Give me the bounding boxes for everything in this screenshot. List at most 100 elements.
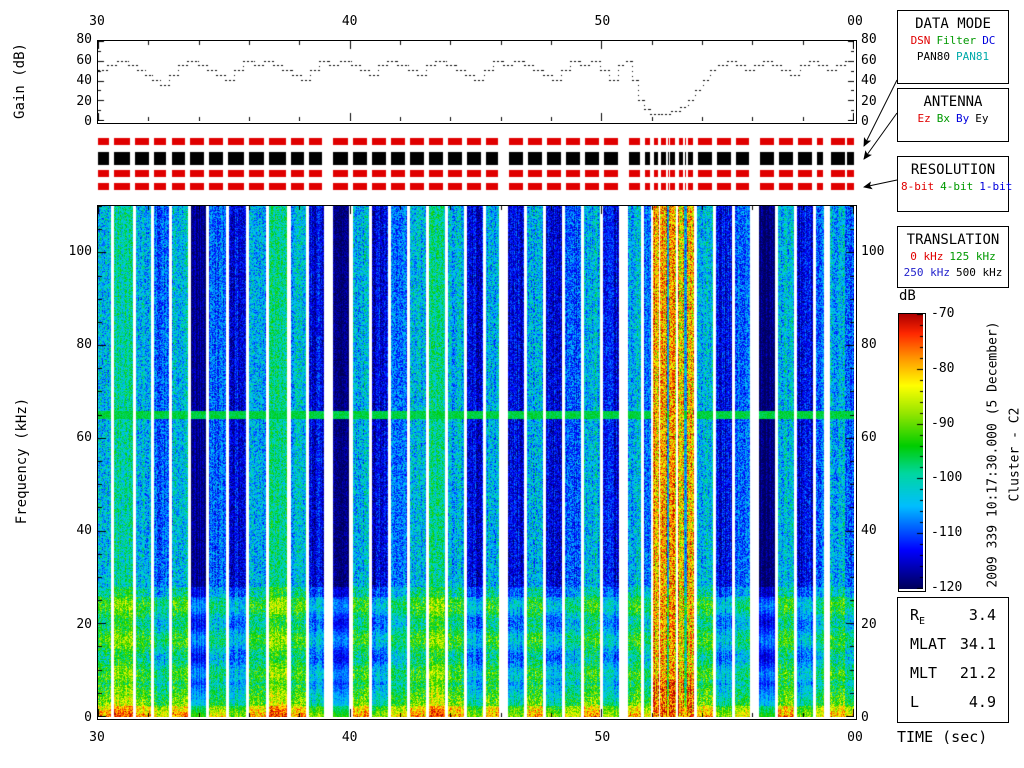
mode-token: DC [982, 34, 996, 47]
colored-label-row: 0 kHz 125 kHz [898, 249, 1008, 265]
tick-label: 40 [76, 523, 92, 539]
mode-bars-strip [97, 136, 855, 194]
translation-values: 0 kHz 125 kHz 250 kHz 500 kHz [898, 249, 1008, 281]
data-mode-values: DSN Filter DC PAN80 PAN81 [898, 33, 1008, 65]
ephemeris-box: RE 3.4 MLAT 34.1 MLT 21.2 L 4.9 [897, 597, 1009, 723]
colored-label-row: 8-bit 4-bit 1-bit [898, 179, 1012, 195]
translation-box: TRANSLATION 0 kHz 125 kHz 250 kHz 500 kHz [897, 226, 1009, 288]
ephemeris-row-mlat: MLAT 34.1 [898, 635, 1008, 656]
mode-token: 8-bit [901, 180, 935, 193]
spectrogram-canvas [98, 206, 854, 717]
ephemeris-value: 4.9 [968, 693, 996, 711]
tick-label: 20 [861, 93, 877, 109]
tick-label: 80 [76, 336, 92, 352]
tick-label: 0 [84, 114, 92, 129]
tick-label: -110 [931, 525, 963, 541]
tick-label: -70 [931, 306, 955, 321]
tick-label: 50 [594, 730, 611, 745]
frequency-axis-label: Frequency (kHz) [14, 397, 30, 525]
colored-label-row: PAN80 PAN81 [898, 49, 1008, 65]
ephemeris-label: RE [910, 606, 926, 627]
tick-label: 20 [861, 616, 877, 632]
tick-label: 100 [68, 243, 92, 259]
tick-label: 60 [76, 430, 92, 446]
ephemeris-label: MLAT [910, 635, 947, 653]
mode-token: DSN [910, 34, 931, 47]
mode-token: 4-bit [940, 180, 974, 193]
tick-label: 40 [341, 730, 358, 745]
mode-token: PAN80 [916, 50, 950, 63]
tick-label: 50 [594, 14, 611, 29]
ephemeris-row-re: RE 3.4 [898, 606, 1008, 627]
tick-label: 0 [861, 710, 869, 725]
tick-label: 100 [861, 243, 885, 259]
tick-label: -120 [931, 580, 963, 595]
tick-label: -100 [931, 470, 963, 486]
tick-label: 60 [76, 52, 92, 68]
mode-token: 125 kHz [949, 250, 996, 263]
tick-label: 20 [76, 93, 92, 109]
antenna-values: Ez Bx By Ey [898, 111, 1008, 127]
ephemeris-row-l: L 4.9 [898, 693, 1008, 714]
tick-label: -80 [931, 360, 955, 376]
ephemeris-value: 3.4 [968, 606, 996, 624]
colorbar-canvas [899, 314, 923, 589]
tick-label: 80 [861, 336, 877, 352]
mode-token: PAN81 [956, 50, 990, 63]
arrow-resolution-icon [863, 179, 898, 190]
mode-token: 0 kHz [910, 250, 944, 263]
tick-label: 0 [84, 710, 92, 725]
ephemeris-value: 21.2 [959, 664, 996, 682]
tick-label: 40 [341, 14, 358, 29]
colored-label-row: Ez Bx By Ey [898, 111, 1008, 127]
time-axis-label: TIME (sec) [897, 728, 988, 746]
ephemeris-label: MLT [910, 664, 938, 682]
mode-token: Ez [917, 112, 931, 125]
gain-plot-frame [97, 40, 857, 124]
arrow-data-mode-icon [863, 79, 898, 147]
tick-label: 40 [76, 73, 92, 88]
tick-label: 30 [89, 14, 105, 29]
tick-label: 80 [861, 32, 877, 47]
mode-token: 250 kHz [903, 266, 950, 279]
tick-label: 00 [847, 730, 863, 745]
colorbar-unit-label: dB [899, 288, 916, 304]
tick-label: 60 [861, 52, 877, 68]
resolution-title: RESOLUTION [910, 162, 996, 178]
datetime-label: 2009 339 10:17:30.000 (5 December) [985, 321, 1001, 588]
tick-label: 20 [76, 616, 92, 632]
colored-label-row: 250 kHz 500 kHz [898, 265, 1008, 281]
data-mode-title: DATA MODE [915, 16, 991, 32]
tick-label: 00 [847, 14, 863, 29]
tick-label: 60 [861, 430, 877, 446]
resolution-values: 8-bit 4-bit 1-bit [898, 179, 1012, 195]
ephemeris-value: 34.1 [959, 635, 996, 653]
tick-label: 80 [76, 32, 92, 47]
ephemeris-label: L [910, 693, 920, 711]
mode-token: 500 kHz [956, 266, 1003, 279]
arrow-antenna-icon [863, 112, 898, 160]
tick-label: 30 [89, 730, 105, 745]
mode-token: Ey [975, 112, 989, 125]
spacecraft-label: Cluster - C2 [1007, 407, 1023, 502]
colorbar-frame [898, 313, 926, 592]
tick-label: 40 [861, 523, 877, 539]
mode-token: 1-bit [979, 180, 1013, 193]
data-mode-box: DATA MODE DSN Filter DC PAN80 PAN81 [897, 10, 1009, 84]
mode-token: Bx [936, 112, 950, 125]
gain-axis-label: Gain (dB) [12, 43, 28, 119]
resolution-box: RESOLUTION 8-bit 4-bit 1-bit [897, 156, 1012, 212]
gain-plot-canvas [98, 41, 854, 121]
strip-annotation-arrows [863, 79, 898, 190]
tick-label: 40 [861, 73, 877, 88]
ephemeris-row-mlt: MLT 21.2 [898, 664, 1008, 685]
antenna-title: ANTENNA [923, 94, 983, 110]
mode-token: By [956, 112, 970, 125]
colored-label-row: DSN Filter DC [898, 33, 1008, 49]
mode-token: Filter [936, 34, 977, 47]
tick-label: -90 [931, 415, 955, 431]
antenna-box: ANTENNA Ez Bx By Ey [897, 88, 1009, 142]
spectrogram-frame [97, 205, 857, 720]
tick-label: 0 [861, 114, 869, 129]
